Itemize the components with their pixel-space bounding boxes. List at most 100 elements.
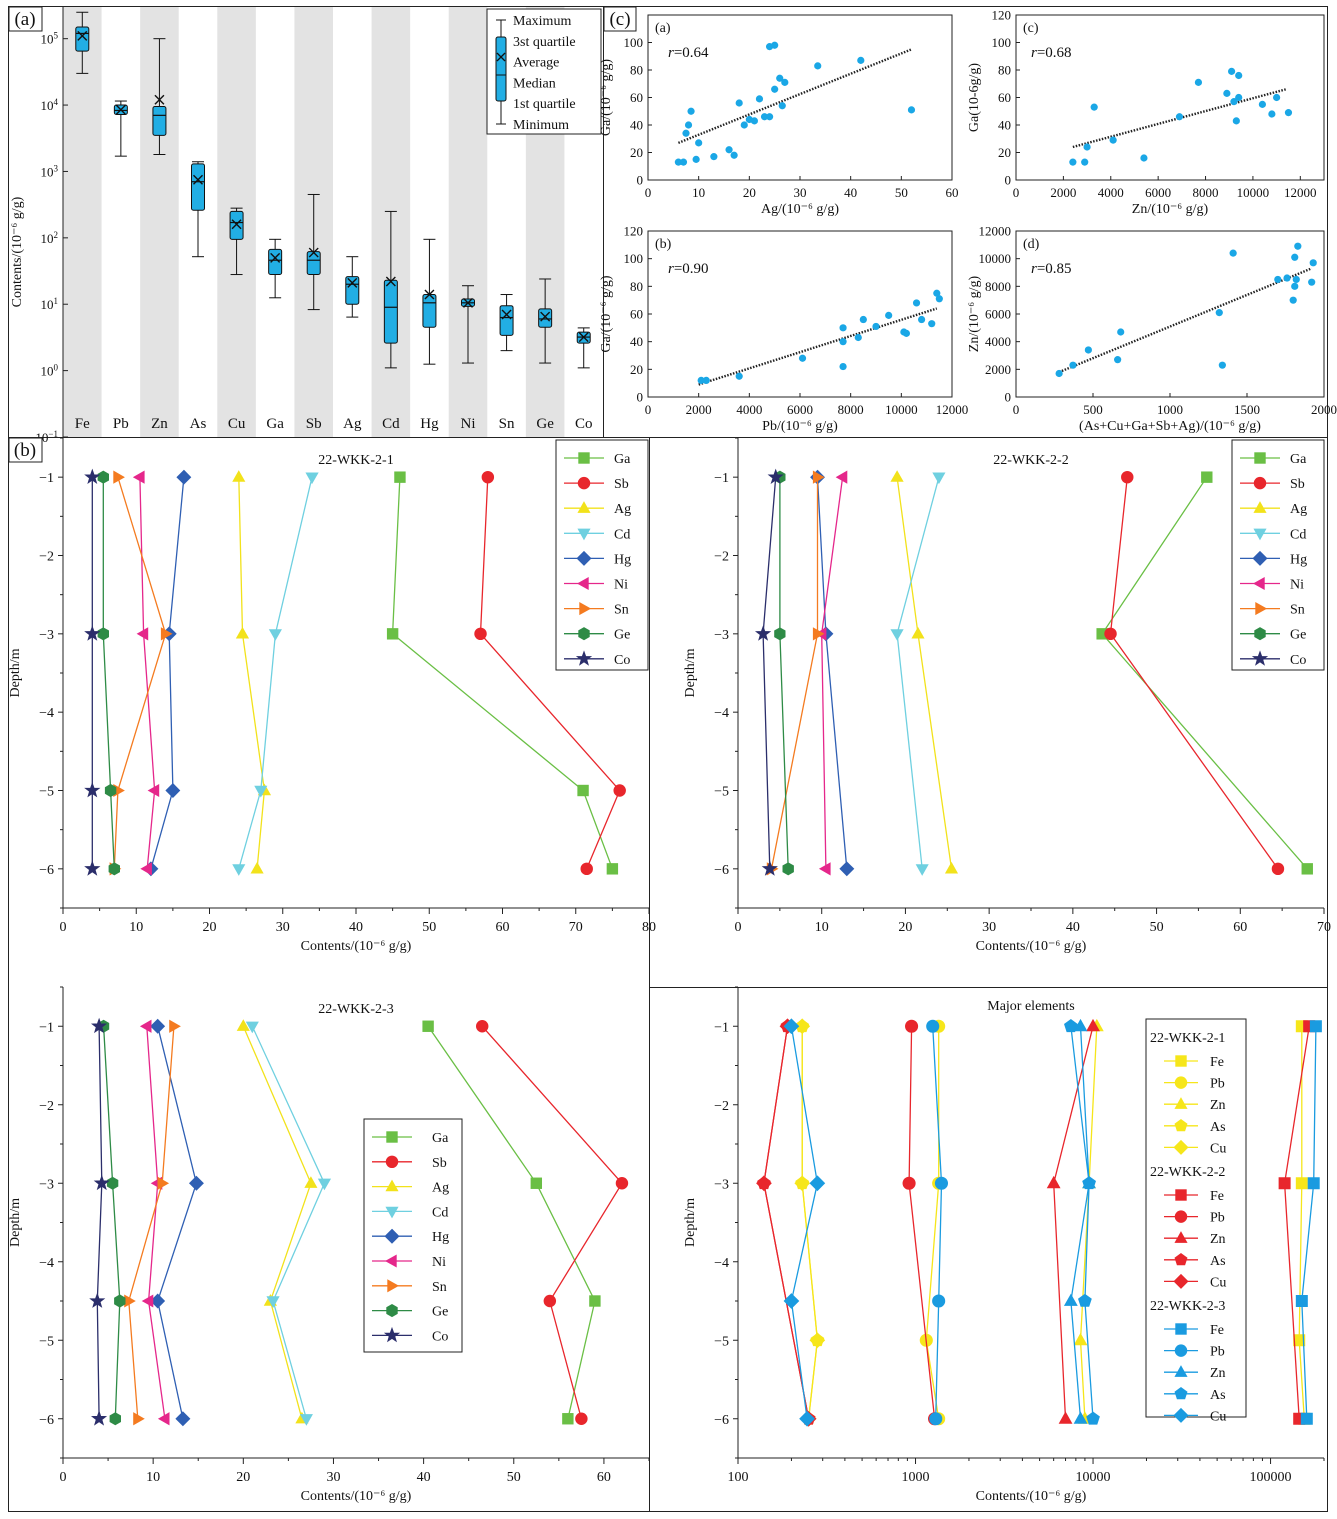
y-tick-label: 100 xyxy=(992,35,1012,50)
data-point-As xyxy=(1078,1293,1092,1307)
x-axis-label: Contents/(10⁻⁶ g/g) xyxy=(976,939,1087,954)
series-Ga xyxy=(386,471,619,875)
data-point-Ga xyxy=(589,1295,601,1307)
data-point xyxy=(755,95,764,103)
category-label: Co xyxy=(575,416,593,432)
data-point-Cd xyxy=(915,864,929,876)
data-point-Co xyxy=(93,1174,110,1191)
legend-swatch-marker xyxy=(1174,1076,1188,1089)
series-Sb xyxy=(475,1020,629,1425)
box-mean-marker xyxy=(77,30,88,41)
x-tick-label: 60 xyxy=(496,920,510,935)
series-Ni xyxy=(132,470,160,876)
data-point-Fe xyxy=(1295,1177,1308,1190)
data-point xyxy=(928,320,936,328)
x-tick-label: 20 xyxy=(203,920,217,935)
data-point xyxy=(907,106,916,114)
data-point-Sb xyxy=(580,862,593,876)
legend-swatch-marker xyxy=(1174,1210,1188,1223)
data-point-Cd xyxy=(254,785,268,798)
data-point-Zn xyxy=(1063,1293,1078,1306)
legend-entry: Ga xyxy=(1290,452,1307,467)
data-point xyxy=(697,376,705,384)
box-Co: Co xyxy=(575,327,593,432)
data-point-As xyxy=(1086,1411,1100,1425)
category-label: Zn xyxy=(151,416,168,432)
data-point xyxy=(771,41,779,49)
legend-entry: 3st quartile xyxy=(513,35,576,50)
x-tick-label: 1000 xyxy=(1157,402,1183,417)
legend-entry: Cu xyxy=(1210,1409,1226,1424)
data-point-Ga xyxy=(1201,471,1213,483)
legend-swatch-marker xyxy=(1174,1231,1188,1243)
panel-c-label: (c) xyxy=(609,9,630,30)
y-tick-label: −4 xyxy=(39,706,54,721)
panel-c-label-box xyxy=(603,6,637,32)
legend-entry: Sn xyxy=(614,603,629,618)
category-label: Cd xyxy=(382,416,400,432)
data-point xyxy=(854,333,862,342)
data-point xyxy=(682,129,690,137)
subplot-label: (b) xyxy=(655,237,672,252)
series-line-Zn xyxy=(1079,1026,1098,1419)
data-point xyxy=(1081,158,1089,166)
series-line-Fe xyxy=(1298,1026,1305,1419)
series-Cd xyxy=(232,472,319,876)
data-point-Ni xyxy=(147,783,160,798)
x-tick-label: 4000 xyxy=(736,402,762,417)
legend-swatch-marker xyxy=(578,627,590,641)
data-point-Ag xyxy=(911,626,925,639)
series-Sn xyxy=(124,1019,181,1426)
data-point xyxy=(679,158,688,166)
data-point-Co xyxy=(84,860,101,876)
legend: Ga Sb Ag Cd Hg Ni Sn Ge Co xyxy=(555,439,649,671)
data-point xyxy=(859,315,867,324)
data-point-Ni xyxy=(139,1019,152,1033)
box-Ag: Ag xyxy=(343,256,362,432)
data-point-Co xyxy=(761,860,778,876)
y-tick-label: −6 xyxy=(714,1413,729,1428)
legend-entry: As xyxy=(1210,1254,1226,1269)
legend-entry: Ni xyxy=(432,1255,446,1270)
legend-swatch-marker xyxy=(1175,1055,1187,1067)
panel-a-label-box xyxy=(8,6,43,32)
legend-swatch-marker xyxy=(1174,1118,1188,1132)
data-point-Ag xyxy=(235,626,250,639)
data-point xyxy=(1069,158,1077,166)
y-tick-label: 40 xyxy=(998,118,1011,133)
data-point-Ge xyxy=(774,627,786,641)
profile-profile_1: −1−2−3−4−5−601020304050607080Contents/(1… xyxy=(8,437,656,954)
box-iqr xyxy=(306,251,321,276)
data-point xyxy=(933,289,941,297)
series-line-As xyxy=(1070,1026,1094,1419)
data-point-Co xyxy=(767,468,784,485)
legend-entry: Zn xyxy=(1210,1232,1226,1247)
correlation-label: r=0.90 xyxy=(668,261,709,277)
x-tick-label: 30 xyxy=(982,920,996,935)
series-line xyxy=(427,1025,596,1419)
data-point xyxy=(912,299,921,307)
chart-title: 22-WKK-2-1 xyxy=(318,453,393,468)
legend-entry: Sn xyxy=(1290,603,1305,618)
data-point xyxy=(1084,346,1092,354)
box-mean-marker xyxy=(424,289,435,300)
data-point-Fe xyxy=(1307,1177,1320,1190)
box-Pb: Pb xyxy=(113,100,129,432)
profile-major: −1 −2 −3 −4 −5 −6 100 1000 10000 100000 Contents/(… xyxy=(683,986,1325,1504)
y-tick-label: 0 xyxy=(1005,173,1012,188)
legend-entry: Co xyxy=(614,653,630,668)
data-point-Cu xyxy=(809,1332,826,1349)
y-axis-label: Zn/(10⁻⁶ g/g) xyxy=(967,275,982,352)
legend-swatch-marker xyxy=(579,602,592,616)
data-point-Sn xyxy=(160,627,173,641)
series-line xyxy=(479,477,621,870)
series-line xyxy=(238,477,313,869)
legend-entry: Ni xyxy=(1290,578,1304,593)
x-tick-label: 10 xyxy=(129,920,143,935)
box-iqr xyxy=(345,276,360,305)
series-line xyxy=(113,477,167,869)
series-Ag xyxy=(890,470,959,874)
series-line xyxy=(238,477,266,869)
data-point-Cu xyxy=(809,1175,826,1192)
series-line xyxy=(391,477,614,870)
